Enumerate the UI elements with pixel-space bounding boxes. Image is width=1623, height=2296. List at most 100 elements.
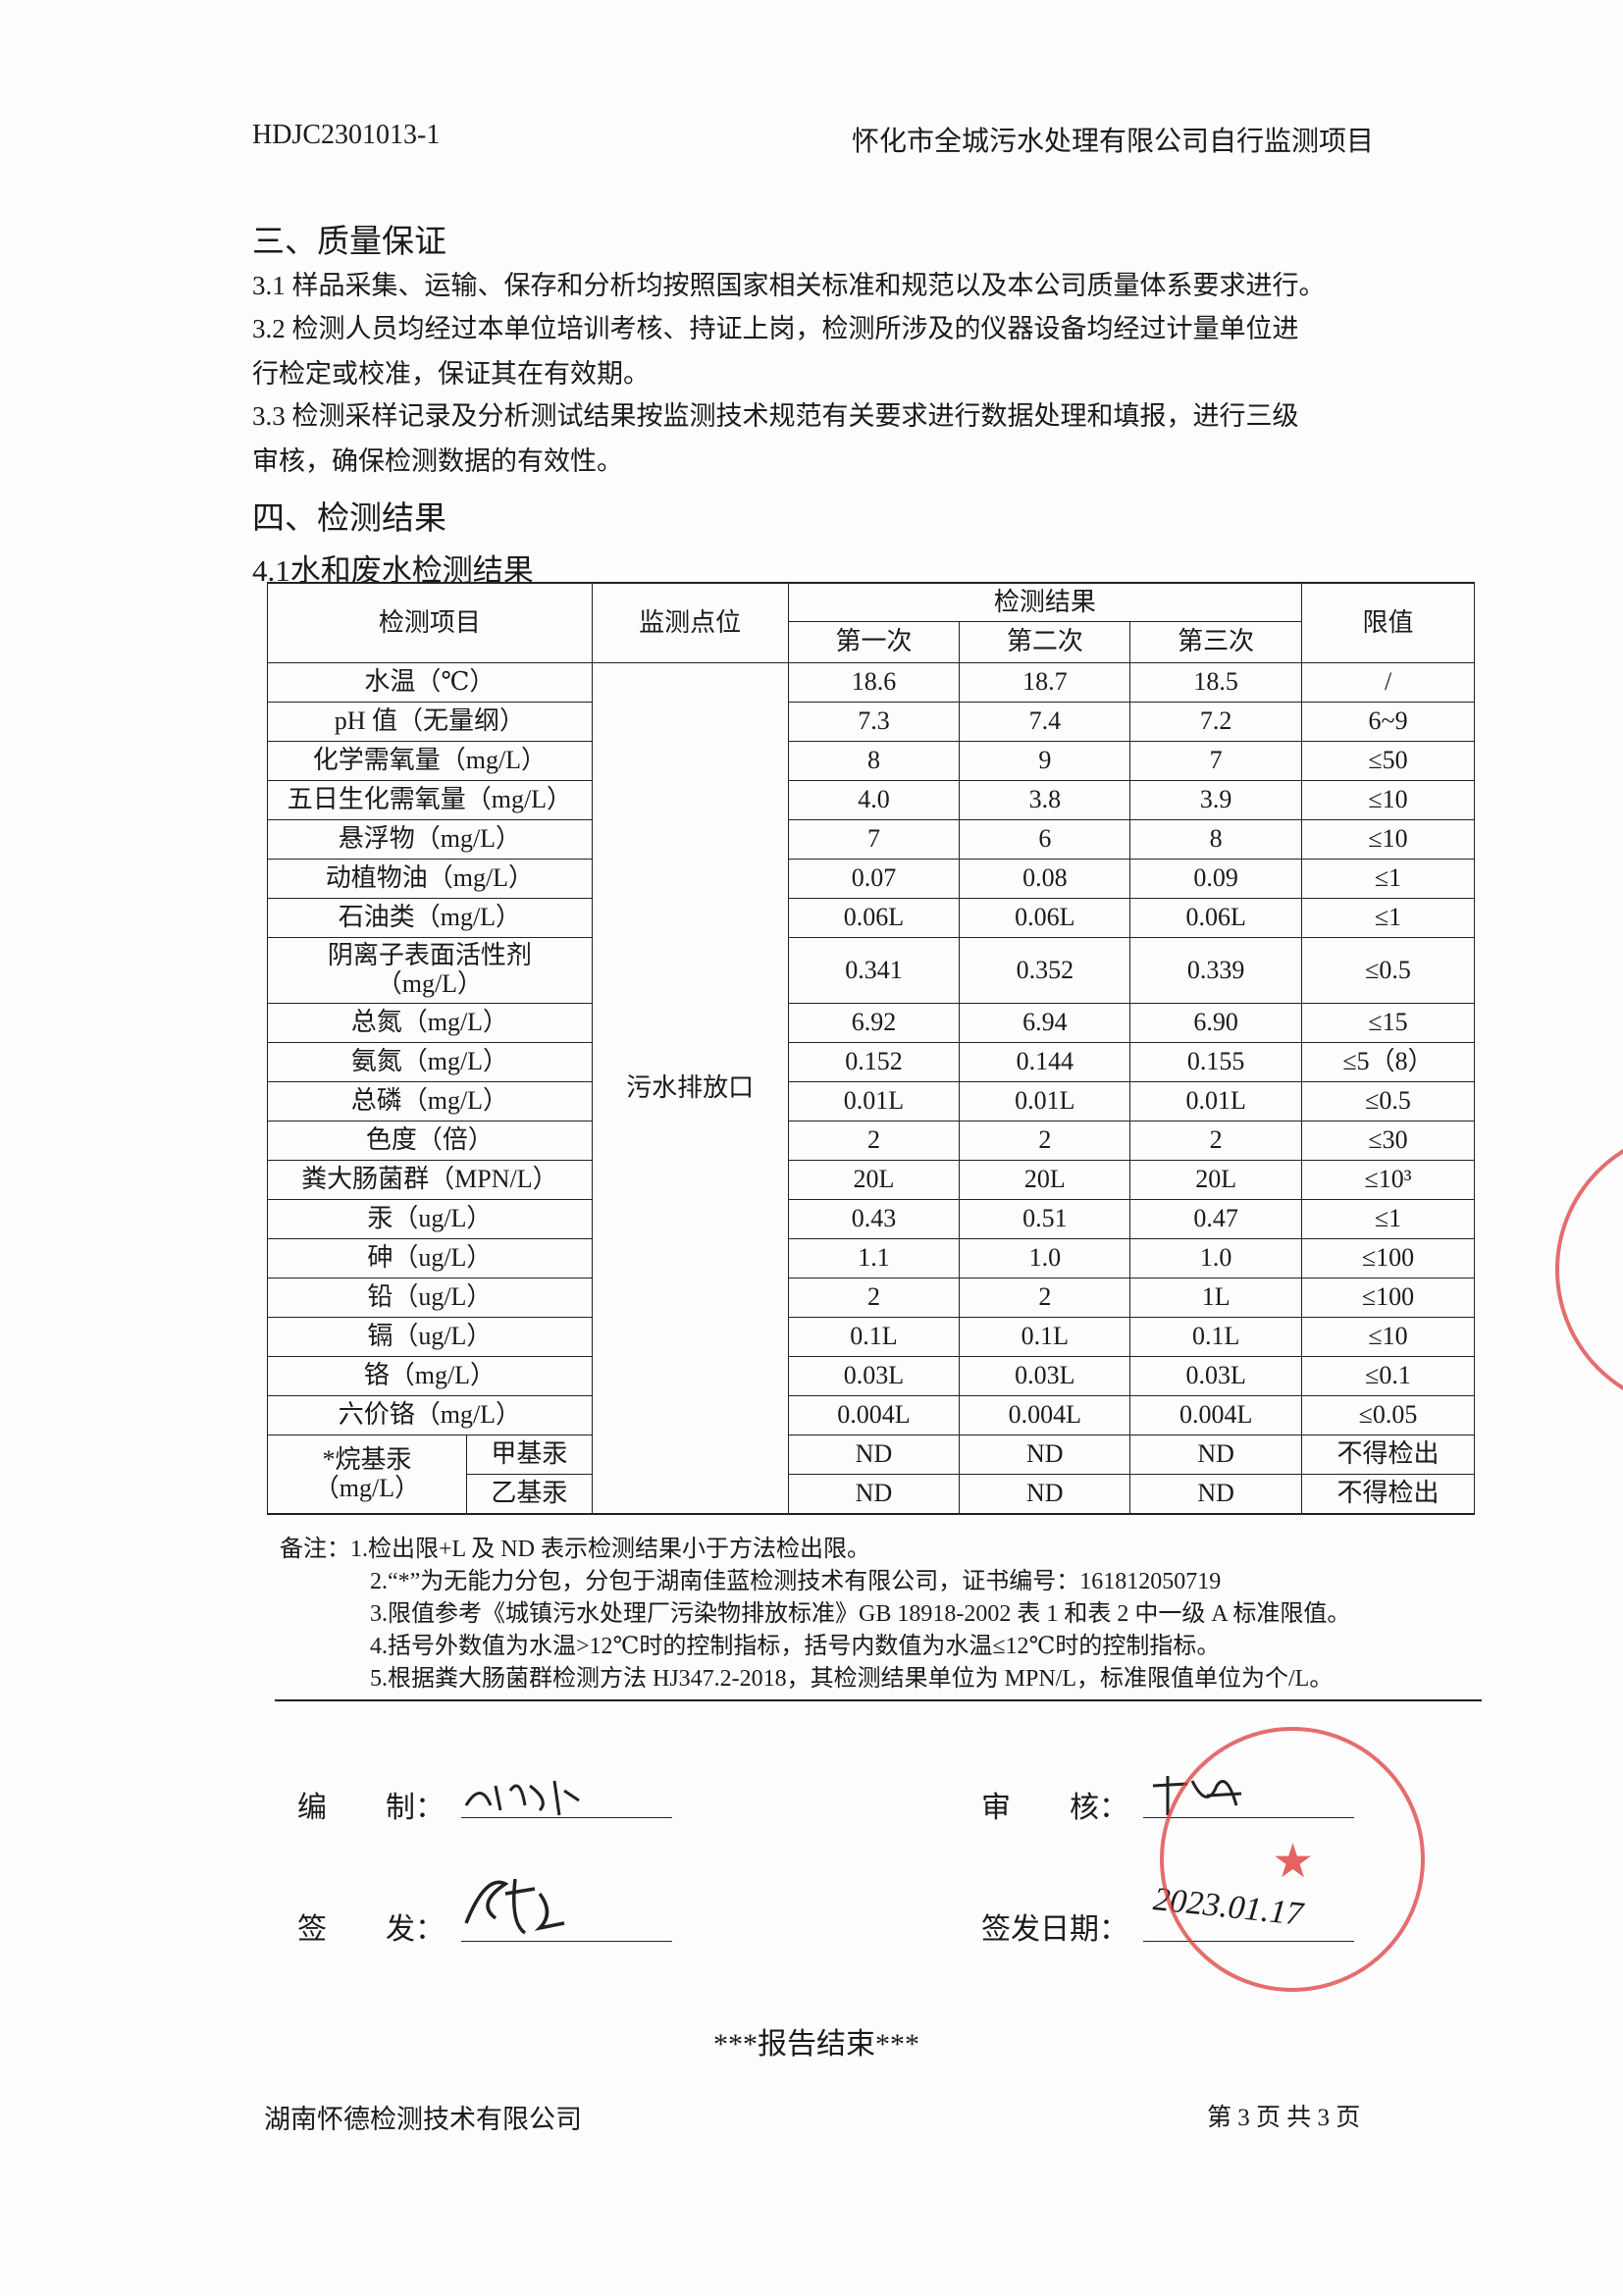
paragraph-line: 3.1 样品采集、运输、保存和分析均按照国家相关标准和规范以及本公司质量体系要求… (252, 271, 1326, 300)
limit-cell: ≤100 (1301, 1238, 1475, 1278)
result-cell: 2 (787, 1121, 961, 1161)
result-cell: 20L (787, 1160, 961, 1200)
table-row: 阴离子表面活性剂（mg/L） 0.341 0.352 0.339 ≤0.5 (267, 937, 1475, 1004)
table-row: 石油类（mg/L） 0.06L 0.06L 0.06L ≤1 (267, 898, 1475, 938)
item-cell: 色度（倍） (267, 1121, 593, 1161)
result-cell: 1.1 (787, 1238, 961, 1278)
limit-cell: ≤10 (1301, 819, 1475, 860)
paragraph-line: 3.2 检测人员均经过本单位培训考核、持证上岗，检测所涉及的仪器设备均经过计量单… (252, 314, 1299, 343)
result-cell: 0.07 (787, 859, 961, 899)
header-limit: 限值 (1301, 582, 1475, 663)
result-cell: 0.51 (959, 1199, 1131, 1239)
item-cell: 铬（mg/L） (267, 1356, 593, 1396)
limit-cell: 不得检出 (1301, 1435, 1475, 1475)
result-cell: 1.0 (1129, 1238, 1303, 1278)
limit-cell: 6~9 (1301, 702, 1475, 742)
note-line: 备注：1.检出限+L 及 ND 表示检测结果小于方法检出限。 (280, 1537, 870, 1562)
limit-cell: / (1301, 662, 1475, 703)
table-row: 色度（倍） 2 2 2 ≤30 (267, 1121, 1475, 1161)
table-row: 乙基汞 ND ND ND 不得检出 (268, 1474, 1475, 1515)
result-cell: 3.9 (1129, 780, 1303, 820)
item-cell: pH 值（无量纲） (267, 702, 593, 742)
result-cell: ND (787, 1474, 961, 1515)
result-cell: 0.155 (1129, 1042, 1303, 1082)
result-cell: 0.01L (1129, 1081, 1303, 1122)
limit-cell: ≤5（8） (1301, 1042, 1475, 1082)
limit-cell: ≤1 (1301, 898, 1475, 938)
issued-line (461, 1941, 672, 1942)
limit-cell: ≤1 (1301, 859, 1475, 899)
results-table: 检测项目 监测点位 检测结果 限值 第一次 第二次 第三次 水温（℃） 污水排放口… (267, 582, 1475, 1515)
item-cell: 粪大肠菌群（MPN/L） (267, 1160, 593, 1200)
item-cell: 铅（ug/L） (267, 1278, 593, 1318)
result-cell: 20L (1129, 1160, 1303, 1200)
item-cell: 总氮（mg/L） (267, 1003, 593, 1043)
result-cell: 0.004L (959, 1395, 1131, 1435)
result-cell: 0.03L (787, 1356, 961, 1396)
footer-page: 第 3 页 共 3 页 (1207, 2105, 1361, 2131)
result-cell: 2 (959, 1278, 1131, 1318)
note-line: 2.“*”为无能力分包，分包于湖南佳蓝检测技术有限公司，证书编号：1618120… (370, 1569, 1222, 1594)
item-cell: 悬浮物（mg/L） (267, 819, 593, 860)
item-cell: 阴离子表面活性剂（mg/L） (267, 937, 593, 1004)
result-cell: 8 (1129, 819, 1303, 860)
table-row: 六价铬（mg/L） 0.004L 0.004L 0.004L ≤0.05 (267, 1395, 1475, 1435)
header-results: 检测结果 (787, 582, 1303, 622)
item-cell: 石油类（mg/L） (267, 898, 593, 938)
result-cell: 6 (959, 819, 1131, 860)
result-cell: 0.09 (1129, 859, 1303, 899)
result-cell: 0.004L (787, 1395, 961, 1435)
company-stamp: ★ (1160, 1727, 1425, 1992)
result-cell: ND (959, 1435, 1131, 1475)
result-cell: 0.01L (787, 1081, 961, 1122)
header-item: 检测项目 (267, 582, 593, 663)
note-line: 3.限值参考《城镇污水处理厂污染物排放标准》GB 18918-2002 表 1 … (370, 1601, 1351, 1627)
table-row: 铅（ug/L） 2 2 1L ≤100 (267, 1278, 1475, 1318)
note-line: 5.根据粪大肠菌群检测方法 HJ347.2-2018，其检测结果单位为 MPN/… (370, 1666, 1334, 1692)
reviewed-signature (1152, 1776, 1242, 1815)
result-cell: 0.004L (1129, 1395, 1303, 1435)
limit-cell: ≤0.05 (1301, 1395, 1475, 1435)
issued-label: 签 发： (297, 1913, 445, 1946)
result-cell: 0.03L (959, 1356, 1131, 1396)
limit-cell: ≤10 (1301, 780, 1475, 820)
limit-cell: ≤10³ (1301, 1160, 1475, 1200)
table-row: 化学需氧量（mg/L） 8 9 7 ≤50 (267, 741, 1475, 781)
result-cell: 18.5 (1129, 662, 1303, 703)
header-point: 监测点位 (591, 582, 789, 663)
result-cell: 6.92 (787, 1003, 961, 1043)
limit-cell: ≤0.1 (1301, 1356, 1475, 1396)
table-row: 五日生化需氧量（mg/L） 4.0 3.8 3.9 ≤10 (267, 780, 1475, 820)
result-cell: 6.94 (959, 1003, 1131, 1043)
report-number: HDJC2301013-1 (252, 120, 441, 150)
result-cell: 7.3 (787, 702, 961, 742)
table-row: *烷基汞（mg/L） 甲基汞 ND ND ND 不得检出 (267, 1435, 1475, 1515)
result-cell: 3.8 (959, 780, 1131, 820)
item-cell: 水温（℃） (267, 662, 593, 703)
result-cell: 1L (1129, 1278, 1303, 1318)
result-cell: ND (1129, 1435, 1303, 1475)
item-cell: 汞（ug/L） (267, 1199, 593, 1239)
sub-item-cell: 甲基汞 (465, 1435, 593, 1475)
result-cell: ND (959, 1474, 1131, 1515)
limit-cell: ≤100 (1301, 1278, 1475, 1318)
result-cell: 0.144 (959, 1042, 1131, 1082)
item-cell: 砷（ug/L） (267, 1238, 593, 1278)
result-cell: 0.152 (787, 1042, 961, 1082)
result-cell: 7.4 (959, 702, 1131, 742)
item-cell: 总磷（mg/L） (267, 1081, 593, 1122)
result-cell: 2 (959, 1121, 1131, 1161)
limit-cell: ≤15 (1301, 1003, 1475, 1043)
paragraph-line: 行检定或校准，保证其在有效期。 (252, 359, 650, 389)
notes: 备注：1.检出限+L 及 ND 表示检测结果小于方法检出限。 2.“*”为无能力… (280, 1534, 1350, 1696)
compiled-line (461, 1817, 672, 1818)
reviewed-label: 审 核： (981, 1792, 1128, 1824)
point-cell: 污水排放口 (591, 662, 789, 1515)
header-second: 第二次 (959, 621, 1131, 663)
table-row: 汞（ug/L） 0.43 0.51 0.47 ≤1 (267, 1199, 1475, 1239)
result-cell: 0.08 (959, 859, 1131, 899)
result-cell: 0.1L (787, 1317, 961, 1357)
result-cell: 0.03L (1129, 1356, 1303, 1396)
issue-date-label: 签发日期： (981, 1913, 1128, 1946)
